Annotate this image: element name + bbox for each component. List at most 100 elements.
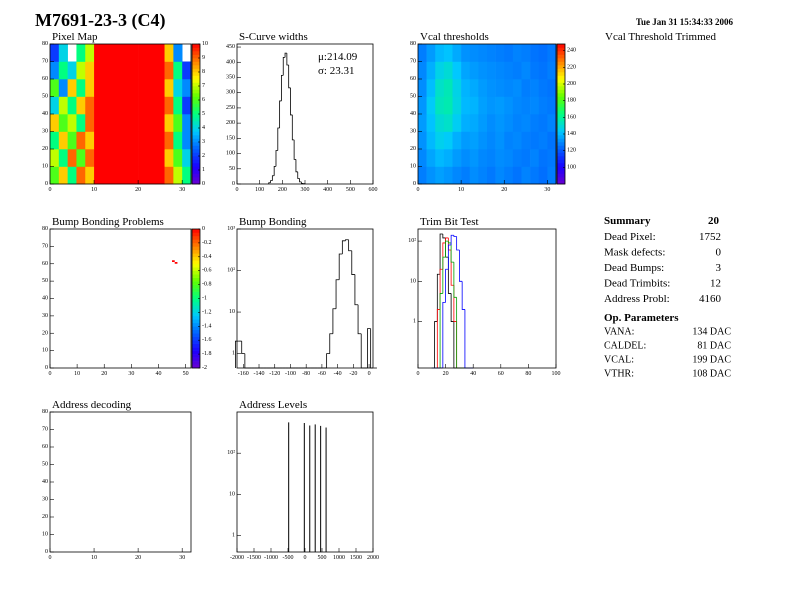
histogram-bin — [360, 333, 365, 369]
heat-cell — [512, 61, 522, 80]
summary-value: 0 — [716, 247, 722, 259]
heat-cell — [504, 44, 514, 62]
heat-cell — [58, 114, 68, 132]
heat-cell — [174, 262, 178, 264]
colorbar-strip — [192, 319, 200, 324]
heat-cell — [111, 131, 121, 150]
colorbar-strip — [192, 145, 200, 150]
colorbar-strip — [192, 274, 200, 278]
heat-cell — [58, 96, 68, 115]
x-tick-label: 40 — [470, 371, 476, 377]
heat-cell — [67, 149, 77, 167]
heat-cell — [521, 96, 531, 115]
heat-cell — [85, 131, 95, 150]
y-tick-label: 70 — [42, 59, 48, 65]
heat-cell — [182, 114, 192, 132]
y-tick-label: 60 — [42, 76, 48, 82]
heat-cell — [452, 149, 462, 167]
heat-cell — [155, 79, 165, 97]
heat-cell — [129, 114, 139, 132]
y-tick-label: 450 — [226, 44, 235, 50]
x-tick-label: 30 — [179, 187, 185, 193]
y-tick-label: 70 — [42, 427, 48, 433]
heat-cell — [504, 114, 514, 132]
heat-cell — [58, 44, 68, 62]
y-tick-label: 250 — [226, 105, 235, 111]
y-tick-label: 40 — [410, 111, 416, 117]
x-tick-label: 10 — [91, 187, 97, 193]
heat-cell — [146, 44, 157, 62]
heat-cell — [435, 149, 445, 167]
heat-cell — [538, 131, 548, 150]
colorbar-strip — [192, 277, 200, 282]
x-tick-label: 1000 — [333, 555, 345, 561]
heat-cell — [129, 61, 139, 80]
colorbar-strip — [557, 93, 565, 97]
heat-cell — [164, 44, 174, 62]
heat-cell — [173, 166, 183, 185]
colorbar-strip — [192, 242, 200, 247]
colorbar-strip — [557, 163, 565, 167]
summary-label: Mask defects: — [604, 247, 665, 259]
heat-cell — [146, 149, 157, 167]
x-tick-label: 0 — [368, 371, 371, 377]
histogram-bin — [357, 304, 362, 335]
colorbar-strip — [192, 142, 200, 146]
heat-cell — [461, 61, 471, 80]
heat-cell — [94, 114, 104, 132]
histogram-bin — [464, 309, 468, 369]
colorbar-strip — [192, 61, 200, 66]
colorbar-strip — [192, 86, 200, 90]
heat-cell — [164, 79, 174, 97]
colorbar-strip — [192, 284, 200, 289]
y-tick-label: 300 — [226, 90, 235, 96]
heat-cell — [530, 61, 540, 80]
heat-cell — [461, 96, 471, 115]
heat-cell — [76, 96, 86, 115]
y-tick-label: 10² — [227, 268, 235, 274]
param-label: VTHR: — [604, 369, 634, 380]
colorbar-strip — [557, 72, 565, 76]
heat-cell — [155, 61, 165, 80]
page-title: M7691-23-3 (C4) — [35, 10, 165, 31]
colorbar-strip — [192, 249, 200, 254]
colorbar-strip — [192, 47, 200, 52]
colorbar-strip — [192, 124, 200, 129]
x-tick-label: 0 — [236, 187, 239, 193]
histogram-bin — [268, 182, 271, 184]
histogram-bin — [329, 333, 333, 354]
heat-cell — [111, 114, 121, 132]
heat-cell — [85, 114, 95, 132]
colorbar-strip — [192, 79, 200, 83]
heat-cell — [418, 61, 427, 80]
heat-cell — [495, 79, 505, 97]
heat-cell — [102, 44, 112, 62]
heat-cell — [173, 61, 183, 80]
heat-cell — [478, 114, 488, 132]
y-tick-label: 10 — [42, 348, 48, 354]
heat-cell — [155, 44, 165, 62]
heat-cell — [120, 166, 130, 185]
heat-cell — [173, 149, 183, 167]
heat-cell — [111, 79, 121, 97]
colorbar-strip — [192, 263, 200, 268]
x-tick-label: 20 — [443, 371, 449, 377]
x-tick-label: -80 — [302, 371, 310, 377]
histogram-bin — [295, 159, 298, 173]
colorbar-strip — [192, 246, 200, 251]
heat-cell — [94, 166, 104, 185]
colorbar-strip — [557, 135, 565, 139]
histogram-bin — [450, 242, 454, 263]
histogram-bin — [273, 165, 276, 176]
heat-cell — [129, 149, 139, 167]
histogram-bin — [450, 293, 454, 322]
colorbar-strip — [192, 152, 200, 157]
x-tick-label: -140 — [254, 371, 265, 377]
heat-cell — [530, 166, 540, 185]
histogram-bin — [445, 237, 449, 243]
heat-cell — [452, 61, 462, 80]
histogram-bin — [461, 281, 465, 310]
colorbar-strip — [192, 163, 200, 167]
colorbar-strip — [557, 114, 565, 118]
heat-cell — [164, 149, 174, 167]
